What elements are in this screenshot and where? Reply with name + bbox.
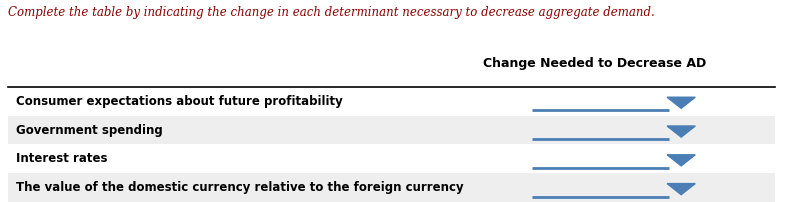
Text: The value of the domestic currency relative to the foreign currency: The value of the domestic currency relat… [15,181,464,194]
Text: Complete the table by indicating the change in each determinant necessary to dec: Complete the table by indicating the cha… [8,6,654,19]
Bar [8,144,775,173]
Bar [8,173,775,202]
Polygon shape [667,97,695,108]
Polygon shape [667,155,695,166]
Bar [8,116,775,144]
Text: Interest rates: Interest rates [15,152,107,165]
Text: Change Needed to Decrease AD: Change Needed to Decrease AD [484,57,707,69]
Bar [8,87,775,116]
Polygon shape [667,126,695,137]
Text: Government spending: Government spending [15,124,163,137]
Text: Consumer expectations about future profitability: Consumer expectations about future profi… [15,95,342,108]
Polygon shape [667,184,695,195]
